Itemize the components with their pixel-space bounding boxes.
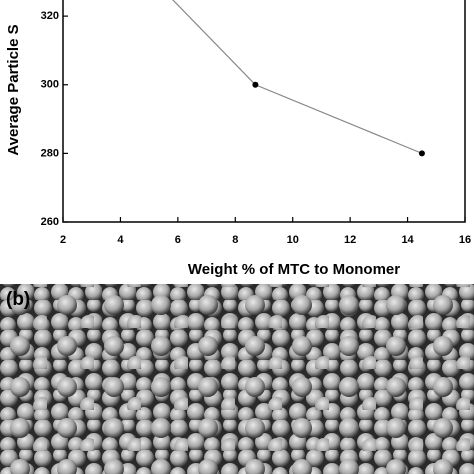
x-tick-label: 14 [401,234,414,246]
y-tick-label: 320 [41,10,59,22]
data-point [418,150,425,157]
sem-overlay [0,284,474,474]
x-axis-label: Weight % of MTC to Monomer [188,261,400,278]
plot-frame [62,0,466,223]
panel-label: (b) [6,289,30,310]
x-tick-label: 10 [287,234,299,246]
x-tick-label: 12 [344,234,356,246]
y-tick-label: 300 [41,79,59,91]
x-tick-label: 6 [175,234,181,246]
data-line [172,0,423,154]
x-tick-label: 4 [117,234,124,246]
x-tick-label: 16 [459,234,471,246]
x-tick-label: 8 [232,234,238,246]
y-axis-label: Average Particle S [5,24,22,155]
data-point [252,81,259,88]
x-tick-label: 2 [60,234,66,246]
y-tick-label: 280 [41,147,59,159]
y-tick-label: 260 [41,216,59,228]
sem-image: (b) [0,284,474,474]
chart: 260 280 300 320 2 4 6 8 10 12 14 16 Weight % of MTC … [5,0,471,278]
